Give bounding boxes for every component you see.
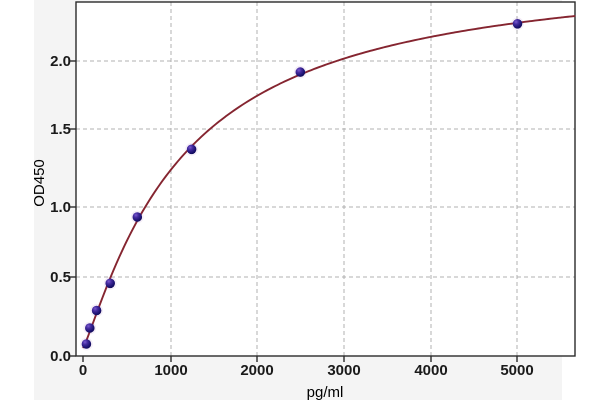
svg-text:2.0: 2.0 <box>50 53 71 70</box>
svg-text:5000: 5000 <box>500 362 533 379</box>
svg-text:3000: 3000 <box>327 362 360 379</box>
svg-text:1.0: 1.0 <box>50 199 71 216</box>
svg-text:2000: 2000 <box>240 362 273 379</box>
svg-text:1.5: 1.5 <box>50 121 71 138</box>
svg-text:0.5: 0.5 <box>50 269 71 286</box>
svg-text:0: 0 <box>79 362 87 379</box>
svg-text:pg/ml: pg/ml <box>307 384 344 400</box>
svg-text:1000: 1000 <box>154 362 187 379</box>
svg-text:0.0: 0.0 <box>50 348 71 365</box>
svg-text:4000: 4000 <box>414 362 447 379</box>
svg-text:OD450: OD450 <box>31 159 48 207</box>
